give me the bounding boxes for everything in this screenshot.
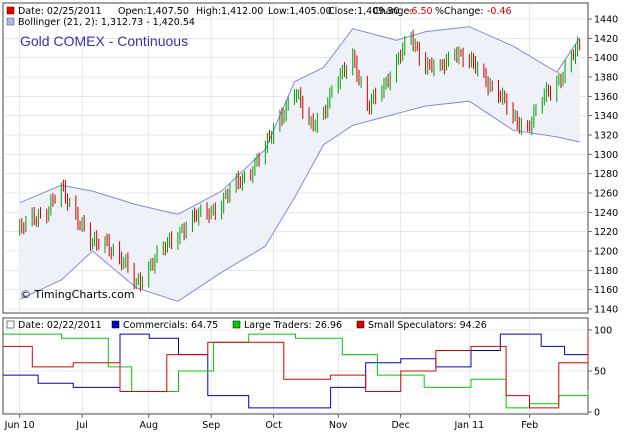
cot-y-axis: 100 50 0: [588, 326, 612, 419]
price-tick-label: 1140: [594, 305, 618, 316]
legend-low: Low:1,405.00: [268, 6, 332, 17]
legend-bollinger-swatch: [6, 17, 15, 26]
legend-date: Date: 02/25/2011: [18, 6, 102, 17]
x-tick-label: Aug: [139, 420, 158, 431]
price-legend: Date: 02/25/2011 Open:1,407.50 High:1,41…: [6, 6, 512, 28]
legend-small-swatch: [356, 320, 365, 329]
legend-close: Close:1,409.30: [328, 6, 399, 17]
cot-legend: Date: 02/22/2011 Commercials: 64.75 Larg…: [6, 320, 487, 331]
legend-pct-label: %Change:: [435, 6, 484, 17]
cot-tick-label: 0: [594, 408, 600, 419]
price-tick-label: 1300: [594, 150, 618, 161]
bollinger-band-fill: [19, 26, 580, 302]
price-tick-label: 1380: [594, 73, 618, 84]
price-y-axis: 1440 1420 1400 1380 1360 1340 1320 1300 1280 1260…: [588, 15, 618, 316]
price-tick-label: 1220: [594, 227, 618, 238]
bollinger-lower-line: [19, 100, 580, 302]
commercials-line: [3, 333, 589, 409]
cot-lines: [3, 333, 589, 409]
legend-commercials-swatch: [111, 320, 120, 329]
price-tick-label: 1200: [594, 247, 618, 258]
x-tick-label: Dec: [391, 420, 409, 431]
price-tick-label: 1420: [594, 34, 618, 45]
x-axis: Jun 10 Jul Aug Sep Oct Nov Dec Jan 11 Feb: [4, 414, 538, 431]
cot-panel: [2, 317, 589, 415]
small-speculators-line: [3, 334, 589, 409]
x-tick-label: Nov: [329, 420, 348, 431]
credit-text: © TimingCharts.com: [20, 288, 135, 301]
price-tick-label: 1320: [594, 131, 618, 142]
price-tick-label: 1340: [594, 111, 618, 122]
legend-high: High:1,412.00: [196, 6, 263, 17]
price-tick-label: 1260: [594, 189, 618, 200]
cot-tick-label: 50: [594, 367, 606, 378]
chart-title: Gold COMEX - Continuous: [20, 33, 188, 49]
legend-large: Large Traders: 26.96: [244, 320, 342, 331]
legend-bollinger: Bollinger (21, 2): 1,312.73 - 1,420.54: [18, 17, 195, 28]
legend-cot-date-swatch: [6, 320, 15, 329]
legend-change-label: Change:: [373, 6, 413, 17]
bollinger-upper-line: [19, 26, 581, 215]
x-tick-label: Oct: [265, 420, 282, 431]
cot-tick-label: 100: [594, 326, 612, 337]
legend-price-swatch: [6, 6, 15, 15]
legend-change-value: -6.50: [408, 6, 433, 17]
price-tick-label: 1240: [594, 208, 618, 219]
candles: [19, 29, 581, 292]
price-tick-label: 1280: [594, 169, 618, 180]
price-tick-label: 1180: [594, 266, 618, 277]
price-tick-label: 1360: [594, 92, 618, 103]
legend-small: Small Speculators: 94.26: [368, 320, 487, 331]
legend-cot-date: Date: 02/22/2011: [18, 320, 102, 331]
price-tick-label: 1400: [594, 53, 618, 64]
price-tick-label: 1160: [594, 285, 618, 296]
x-tick-label: Jul: [75, 420, 87, 431]
x-tick-label: Jun 10: [4, 420, 35, 431]
price-tick-label: 1440: [594, 15, 618, 26]
x-tick-label: Feb: [521, 420, 538, 431]
legend-open: Open:1,407.50: [118, 6, 189, 17]
legend-pct-value: -0.46: [487, 6, 512, 17]
legend-large-swatch: [232, 320, 241, 329]
x-tick-label: Sep: [202, 420, 220, 431]
legend-commercials: Commercials: 64.75: [123, 320, 218, 331]
x-tick-label: Jan 11: [453, 420, 484, 431]
